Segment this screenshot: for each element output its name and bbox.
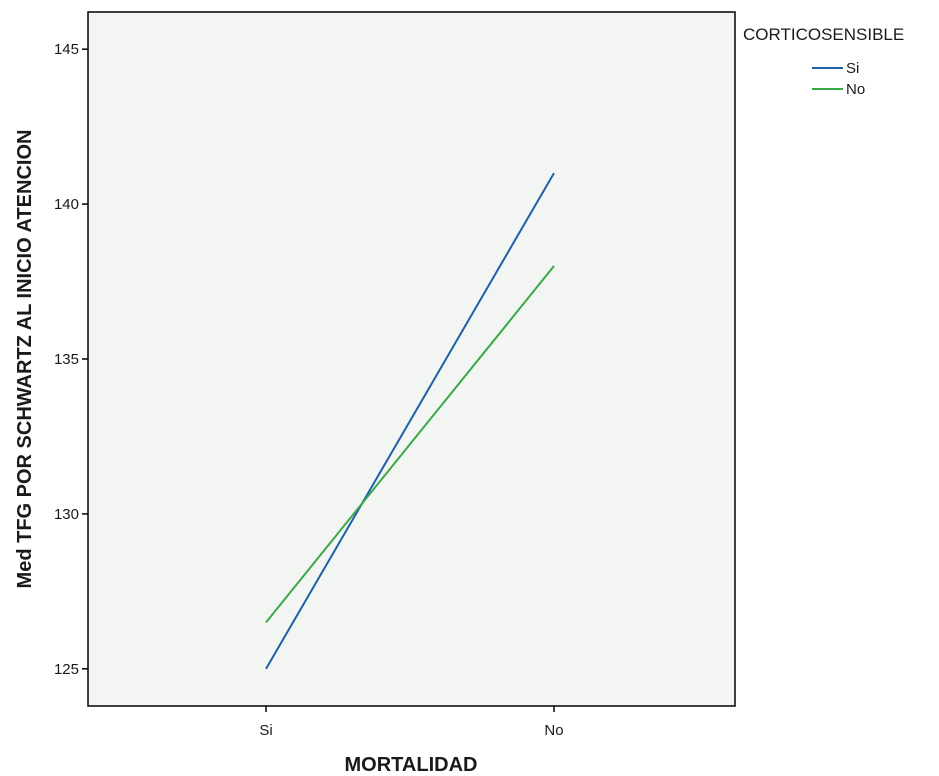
series-layer — [265, 172, 555, 670]
legend: CORTICOSENSIBLE Si No — [743, 25, 904, 98]
y-tick-label-125: 125 — [54, 661, 79, 678]
x-tick-label-si: Si — [259, 722, 272, 739]
y-axis-title: Med TFG POR SCHWARTZ AL INICIO ATENCION — [14, 130, 36, 589]
x-axis-title: MORTALIDAD — [345, 754, 478, 776]
y-axis: 125 130 135 140 145 — [54, 41, 88, 678]
legend-label-no: No — [846, 81, 865, 98]
series-line-no — [265, 265, 555, 623]
x-tick-label-no: No — [544, 722, 563, 739]
legend-title: CORTICOSENSIBLE — [743, 25, 904, 44]
y-tick-label-140: 140 — [54, 196, 79, 213]
y-tick-label-145: 145 — [54, 41, 79, 58]
plot-area — [87, 11, 736, 707]
y-tick-label-135: 135 — [54, 351, 79, 368]
legend-label-si: Si — [846, 60, 859, 77]
series-line-si — [265, 172, 555, 670]
y-tick-label-130: 130 — [54, 506, 79, 523]
x-axis: Si No — [259, 706, 564, 739]
